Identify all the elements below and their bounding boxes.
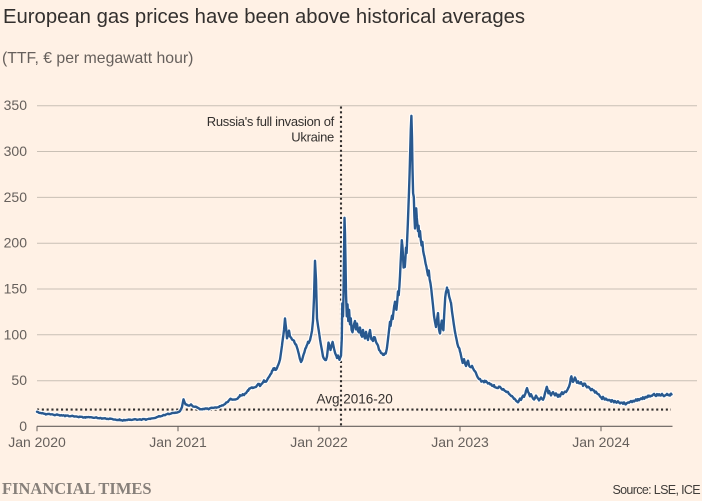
svg-text:European gas prices have been: European gas prices have been above hist… <box>3 6 525 28</box>
svg-text:Jan 2022: Jan 2022 <box>290 434 348 450</box>
svg-text:0: 0 <box>19 418 27 434</box>
svg-text:100: 100 <box>4 326 28 342</box>
svg-text:350: 350 <box>4 97 28 113</box>
svg-text:150: 150 <box>4 281 28 297</box>
svg-text:Jan 2021: Jan 2021 <box>149 434 207 450</box>
svg-text:250: 250 <box>4 189 28 205</box>
svg-text:Avg 2016-20: Avg 2016-20 <box>317 392 393 407</box>
svg-text:Russia's full invasion of: Russia's full invasion of <box>207 114 335 129</box>
svg-text:Jan 2023: Jan 2023 <box>431 434 489 450</box>
svg-text:FINANCIAL TIMES: FINANCIAL TIMES <box>2 479 152 498</box>
svg-text:200: 200 <box>4 235 28 251</box>
svg-text:Source: LSE, ICE: Source: LSE, ICE <box>612 483 700 497</box>
svg-text:50: 50 <box>11 372 27 388</box>
svg-text:Jan 2024: Jan 2024 <box>572 434 630 450</box>
svg-text:(TTF, € per megawatt hour): (TTF, € per megawatt hour) <box>2 50 193 67</box>
svg-text:Jan 2020: Jan 2020 <box>8 434 66 450</box>
svg-text:Ukraine: Ukraine <box>291 130 334 145</box>
svg-text:300: 300 <box>4 143 28 159</box>
